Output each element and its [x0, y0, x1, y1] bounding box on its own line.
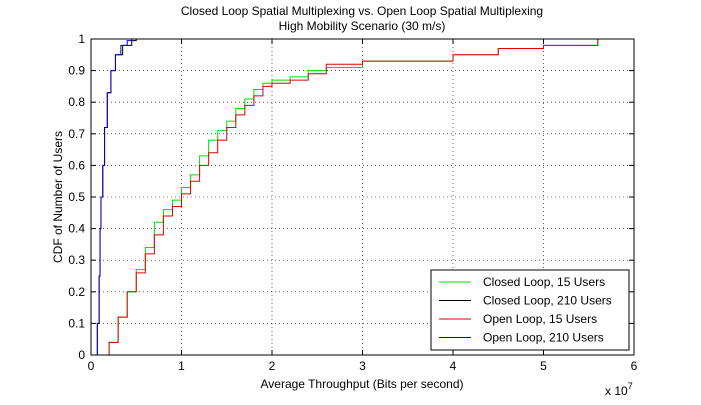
legend-box	[430, 269, 630, 351]
x-tick-label: 6	[631, 359, 638, 373]
series-line-2	[104, 39, 599, 356]
legend: Closed Loop, 15 Users Closed Loop, 210 Us…	[430, 269, 630, 351]
y-tick-label: 0.4	[68, 222, 85, 236]
y-tick-label: 0	[78, 348, 85, 362]
x-tick-label: 5	[540, 359, 547, 373]
chart-title: Closed Loop Spatial Multiplexing vs. Ope…	[181, 4, 543, 18]
y-tick-label: 0.9	[68, 64, 85, 78]
legend-label-2: Open Loop, 15 Users	[483, 312, 597, 326]
x-tick-label: 4	[450, 359, 457, 373]
legend-label-1: Closed Loop, 210 Users	[483, 294, 612, 308]
y-tick-label: 0.1	[68, 316, 85, 330]
x-multiplier-exponent: 7	[628, 381, 633, 391]
x-tick-label: 0	[88, 359, 95, 373]
legend-label-3: Open Loop, 210 Users	[483, 331, 604, 345]
chart-subtitle: High Mobility Scenario (30 m/s)	[279, 19, 446, 33]
y-tick-label: 0.5	[68, 190, 85, 204]
legend-label-0: Closed Loop, 15 Users	[483, 275, 605, 289]
series-line-3	[95, 39, 133, 356]
y-tick-label: 0.8	[68, 95, 85, 109]
x-axis-multiplier: x 107	[605, 381, 633, 398]
series-layer	[95, 39, 599, 356]
legend-entries: Closed Loop, 15 Users Closed Loop, 210 Us…	[439, 275, 612, 345]
y-tick-label: 0.3	[68, 253, 85, 267]
y-tick-label: 1	[78, 32, 85, 46]
x-tick-label: 3	[359, 359, 366, 373]
tick-layer: 0 1 2 3 4 5 6 0 0.1 0.2 0.3 0.4 0.5 0.6 0.7 0.8 0.9 1	[68, 32, 637, 373]
x-axis-label: Average Throughput (Bits per second)	[260, 377, 463, 391]
y-tick-label: 0.6	[68, 158, 85, 172]
x-tick-label: 1	[178, 359, 185, 373]
y-tick-label: 0.7	[68, 127, 85, 141]
y-axis-label: CDF of Number of Users	[51, 131, 65, 263]
y-tick-label: 0.2	[68, 285, 85, 299]
x-multiplier-base: x 10	[605, 384, 628, 398]
x-tick-label: 2	[269, 359, 276, 373]
